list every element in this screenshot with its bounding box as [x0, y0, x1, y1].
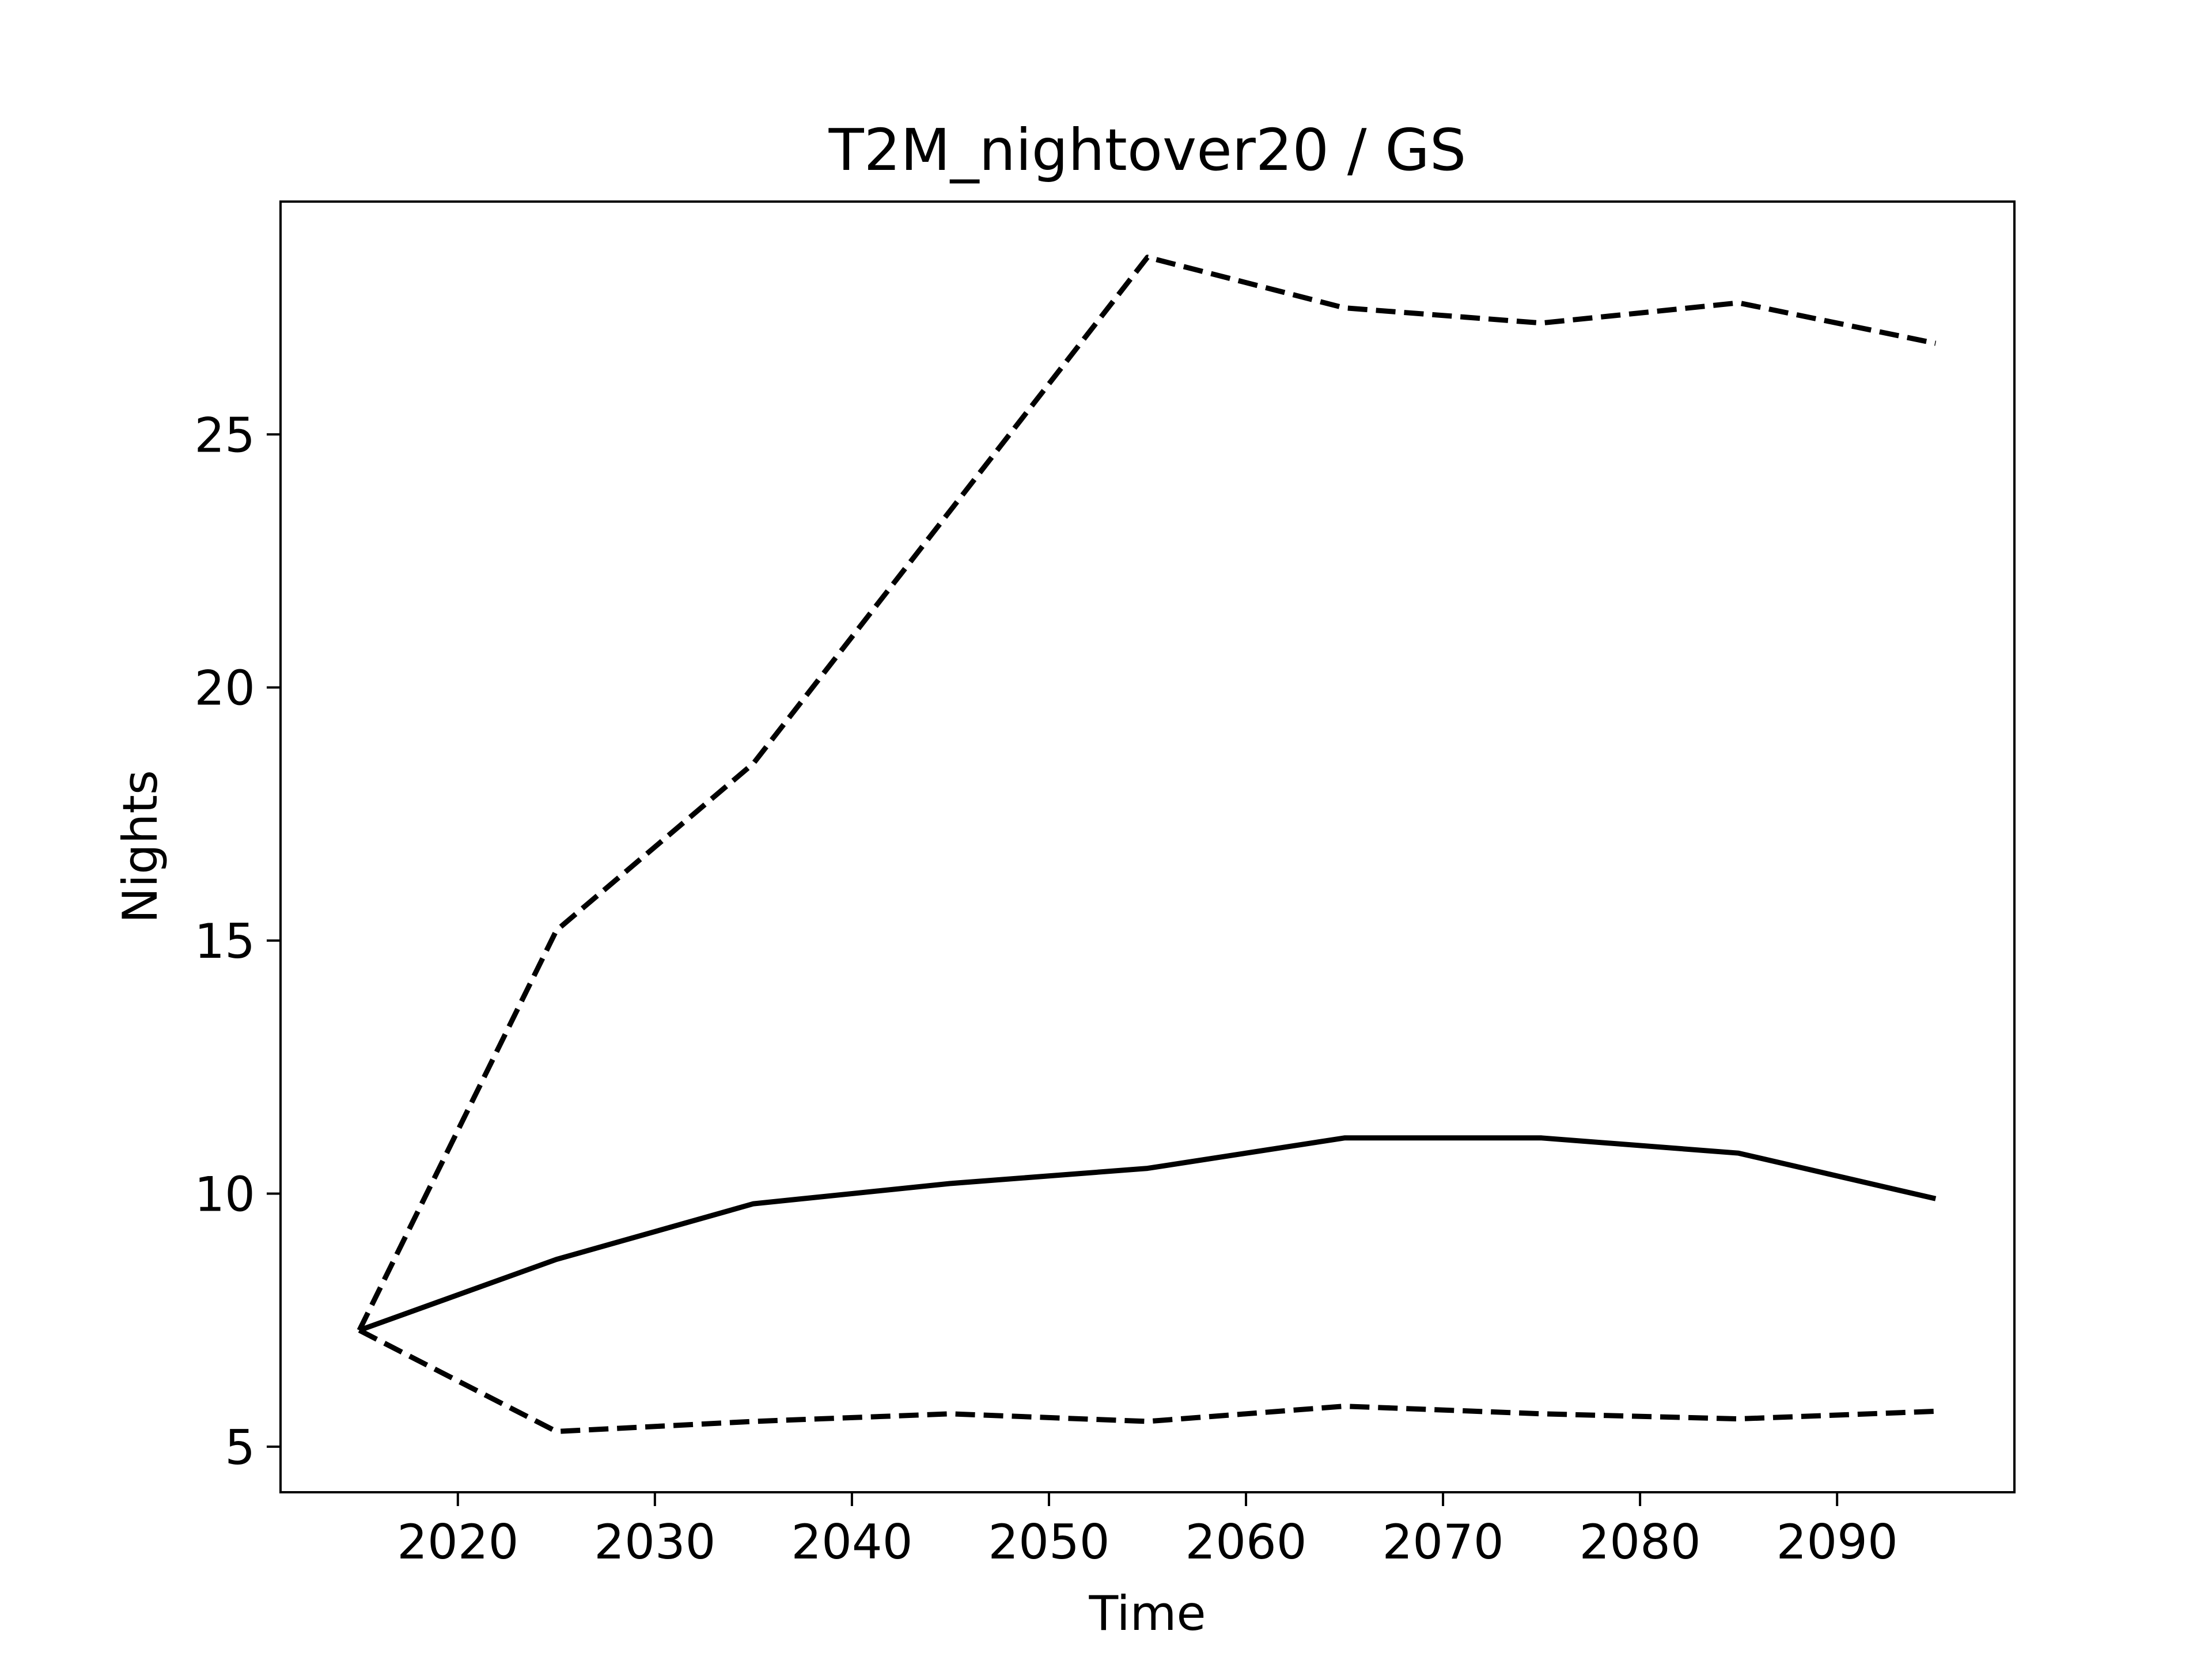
y-tick-label: 25 [194, 407, 255, 463]
y-axis-label: Nights [112, 770, 168, 923]
x-tick-label: 2090 [1777, 1514, 1898, 1570]
chart-title: T2M_nightover20 / GS [828, 116, 1467, 184]
series-line-3-dashed [358, 1328, 1936, 1434]
x-tick-label: 2070 [1382, 1514, 1503, 1570]
x-tick-label: 2080 [1579, 1514, 1700, 1570]
y-tick-label: 20 [194, 661, 255, 716]
x-axis-label: Time [1088, 1586, 1206, 1641]
series-line-2-dashed [357, 255, 1937, 1332]
series-layer [357, 255, 1937, 1434]
x-tick-label: 2020 [397, 1514, 518, 1570]
y-tick-label: 5 [225, 1420, 255, 1476]
x-tick-label: 2060 [1185, 1514, 1306, 1570]
x-tick-label: 2030 [594, 1514, 715, 1570]
x-tick-label: 2040 [791, 1514, 912, 1570]
x-axis: 2020 2030 2040 2050 2060 2070 2080 2090 [397, 1492, 1898, 1570]
y-tick-label: 15 [194, 913, 255, 969]
x-tick-label: 2050 [988, 1514, 1109, 1570]
y-tick-label: 10 [194, 1166, 255, 1222]
plot-area-frame [279, 200, 2016, 1493]
series-line-1-solid [358, 1135, 1937, 1333]
y-axis: 5 10 15 20 25 [194, 407, 281, 1476]
